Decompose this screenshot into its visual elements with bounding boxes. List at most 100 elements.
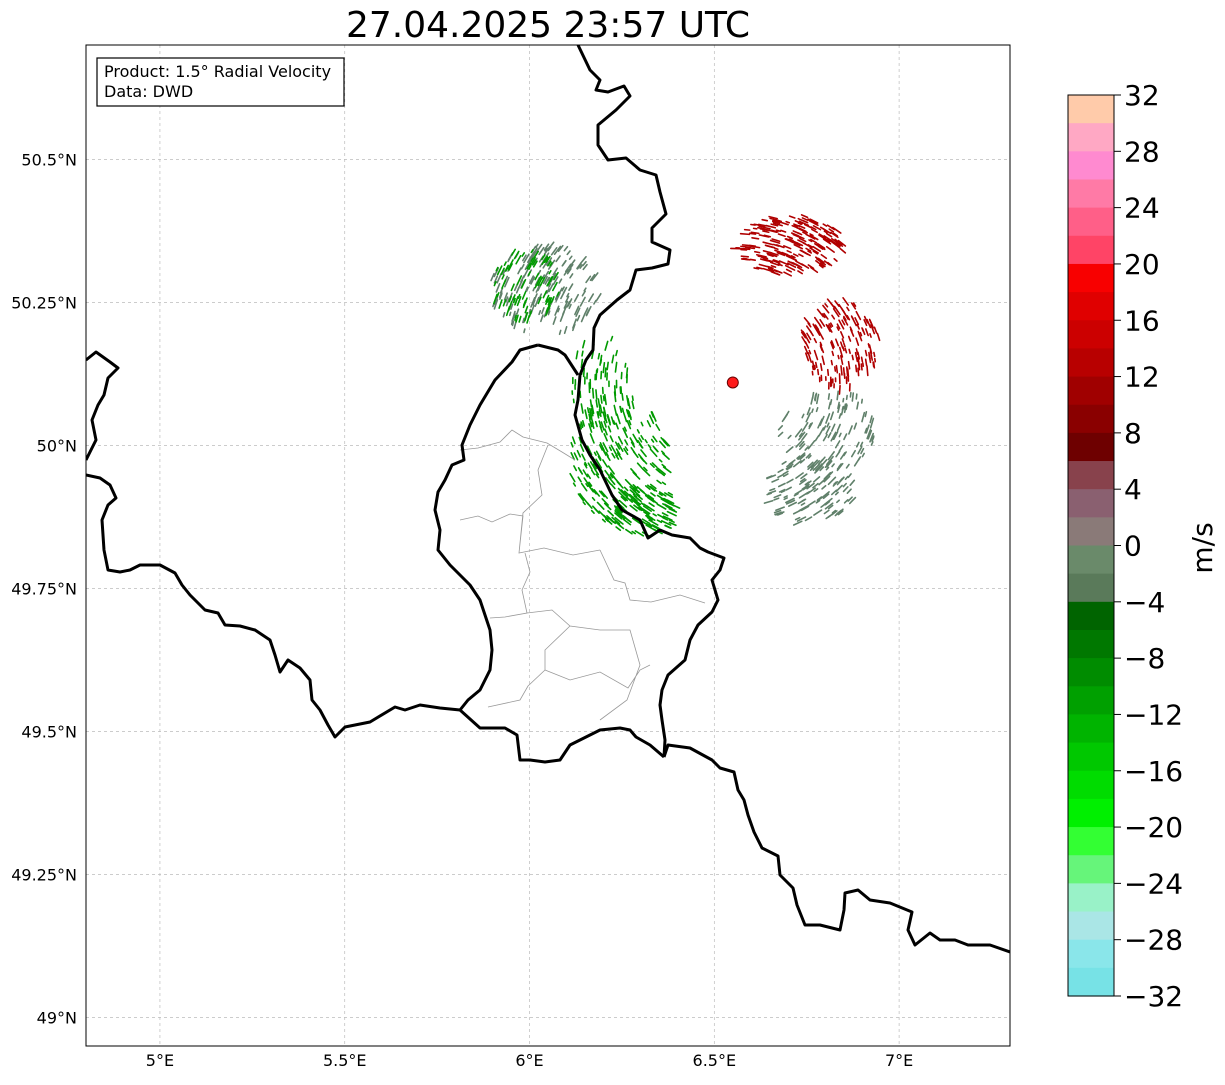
colorbar-segment <box>1068 574 1114 603</box>
echo-gate <box>874 353 875 357</box>
colorbar-tick-label: 4 <box>1124 473 1142 506</box>
colorbar-segment <box>1068 883 1114 912</box>
colorbar-tick-label: 20 <box>1124 248 1160 281</box>
echo-gate <box>861 364 862 370</box>
echo-gate <box>820 343 821 346</box>
lon-tick-label: 5.5°E <box>323 1051 367 1070</box>
colorbar-segment <box>1068 630 1114 659</box>
echo-gate <box>764 258 768 259</box>
colorbar-segment <box>1068 208 1114 237</box>
echo-gate <box>503 313 504 317</box>
echo-gate <box>865 412 866 417</box>
colorbar-segment <box>1068 827 1114 856</box>
echo-gate <box>775 248 778 249</box>
echo-gate <box>510 312 511 315</box>
lat-tick-label: 49.75°N <box>11 579 77 598</box>
echo-gate <box>742 259 749 260</box>
echo-gate <box>832 352 833 356</box>
colorbar-tick-label: 32 <box>1124 79 1160 112</box>
echo-gate <box>812 409 813 412</box>
echo-gate <box>743 245 750 246</box>
echo-gate <box>605 368 606 377</box>
echo-gate <box>750 259 755 260</box>
echo-gate <box>596 400 597 407</box>
colorbar-segment <box>1068 855 1114 884</box>
colorbar-segment <box>1068 292 1114 321</box>
map-frame <box>86 45 1010 1046</box>
echo-gate <box>839 386 840 394</box>
colorbar-segment <box>1068 546 1114 575</box>
echo-gate <box>809 351 810 354</box>
echo-gate <box>844 343 845 346</box>
echo-gate <box>603 363 604 373</box>
lon-tick-label: 5°E <box>146 1051 174 1070</box>
echo-gate <box>847 367 848 375</box>
echo-gate <box>632 396 633 400</box>
echo-gate <box>842 339 843 342</box>
colorbar-segment <box>1068 912 1114 941</box>
latitude-tick-labels: 50.5°N50.25°N50°N49.75°N49.5°N49.25°N49°… <box>11 150 77 1027</box>
echo-gate <box>846 405 847 409</box>
echo-gate <box>858 368 859 375</box>
echo-gate <box>867 366 868 375</box>
colorbar-segment <box>1068 405 1114 434</box>
echo-gate <box>786 222 789 223</box>
echo-gate <box>607 362 608 369</box>
colorbar-segment <box>1068 517 1114 546</box>
colorbar-segments <box>1068 95 1114 997</box>
lon-tick-label: 7°E <box>885 1051 913 1070</box>
echo-gate <box>741 246 750 247</box>
echo-gate <box>582 351 583 356</box>
lon-tick-label: 6.5°E <box>693 1051 737 1070</box>
echo-gate <box>596 390 597 399</box>
colorbar-segment <box>1068 461 1114 490</box>
echo-gate <box>755 252 760 253</box>
colorbar-tick-label: 12 <box>1124 361 1160 394</box>
colorbar-segment <box>1068 433 1114 462</box>
echo-gate <box>758 256 761 257</box>
echo-gate <box>862 357 863 361</box>
echo-gate <box>862 399 863 403</box>
echo-gate <box>776 230 780 231</box>
echo-gate <box>588 408 589 413</box>
echo-gate <box>856 394 857 399</box>
echo-gate <box>835 367 836 371</box>
echo-gate <box>829 394 830 399</box>
colorbar-segment <box>1068 799 1114 828</box>
echo-gate <box>844 404 845 409</box>
echo-gate <box>741 256 748 257</box>
echo-gate <box>816 363 817 368</box>
echo-gate <box>836 366 837 373</box>
lat-tick-label: 49.25°N <box>11 865 77 884</box>
echo-gate <box>754 224 758 225</box>
colorbar-tick-label: −24 <box>1124 867 1183 900</box>
echo-gate <box>775 220 779 221</box>
colorbar-segment <box>1068 320 1114 349</box>
colorbar-segment <box>1068 264 1114 293</box>
echo-gate <box>622 394 623 400</box>
echo-gate <box>858 362 859 370</box>
colorbar-segment <box>1068 940 1114 969</box>
echo-gate <box>852 355 853 359</box>
echo-gate <box>752 238 758 239</box>
radar-site-marker <box>727 377 738 388</box>
colorbar-segment <box>1068 151 1114 180</box>
colorbar-tick-label: −28 <box>1124 924 1183 957</box>
colorbar-tick-label: −20 <box>1124 811 1183 844</box>
echo-gate <box>849 362 850 369</box>
colorbar-segment <box>1068 968 1114 997</box>
echo-gate <box>750 233 756 234</box>
lat-tick-label: 50.5°N <box>21 150 77 169</box>
echo-gate <box>844 368 845 375</box>
colorbar-segment <box>1068 686 1114 715</box>
colorbar-segment <box>1068 179 1114 208</box>
echo-gate <box>874 362 875 367</box>
info-box: Product: 1.5° Radial Velocity Data: DWD <box>97 58 344 106</box>
colorbar-segment <box>1068 771 1114 800</box>
echo-gate <box>523 318 524 322</box>
lat-tick-label: 50°N <box>37 436 77 455</box>
colorbar-tick-label: −8 <box>1124 642 1165 675</box>
